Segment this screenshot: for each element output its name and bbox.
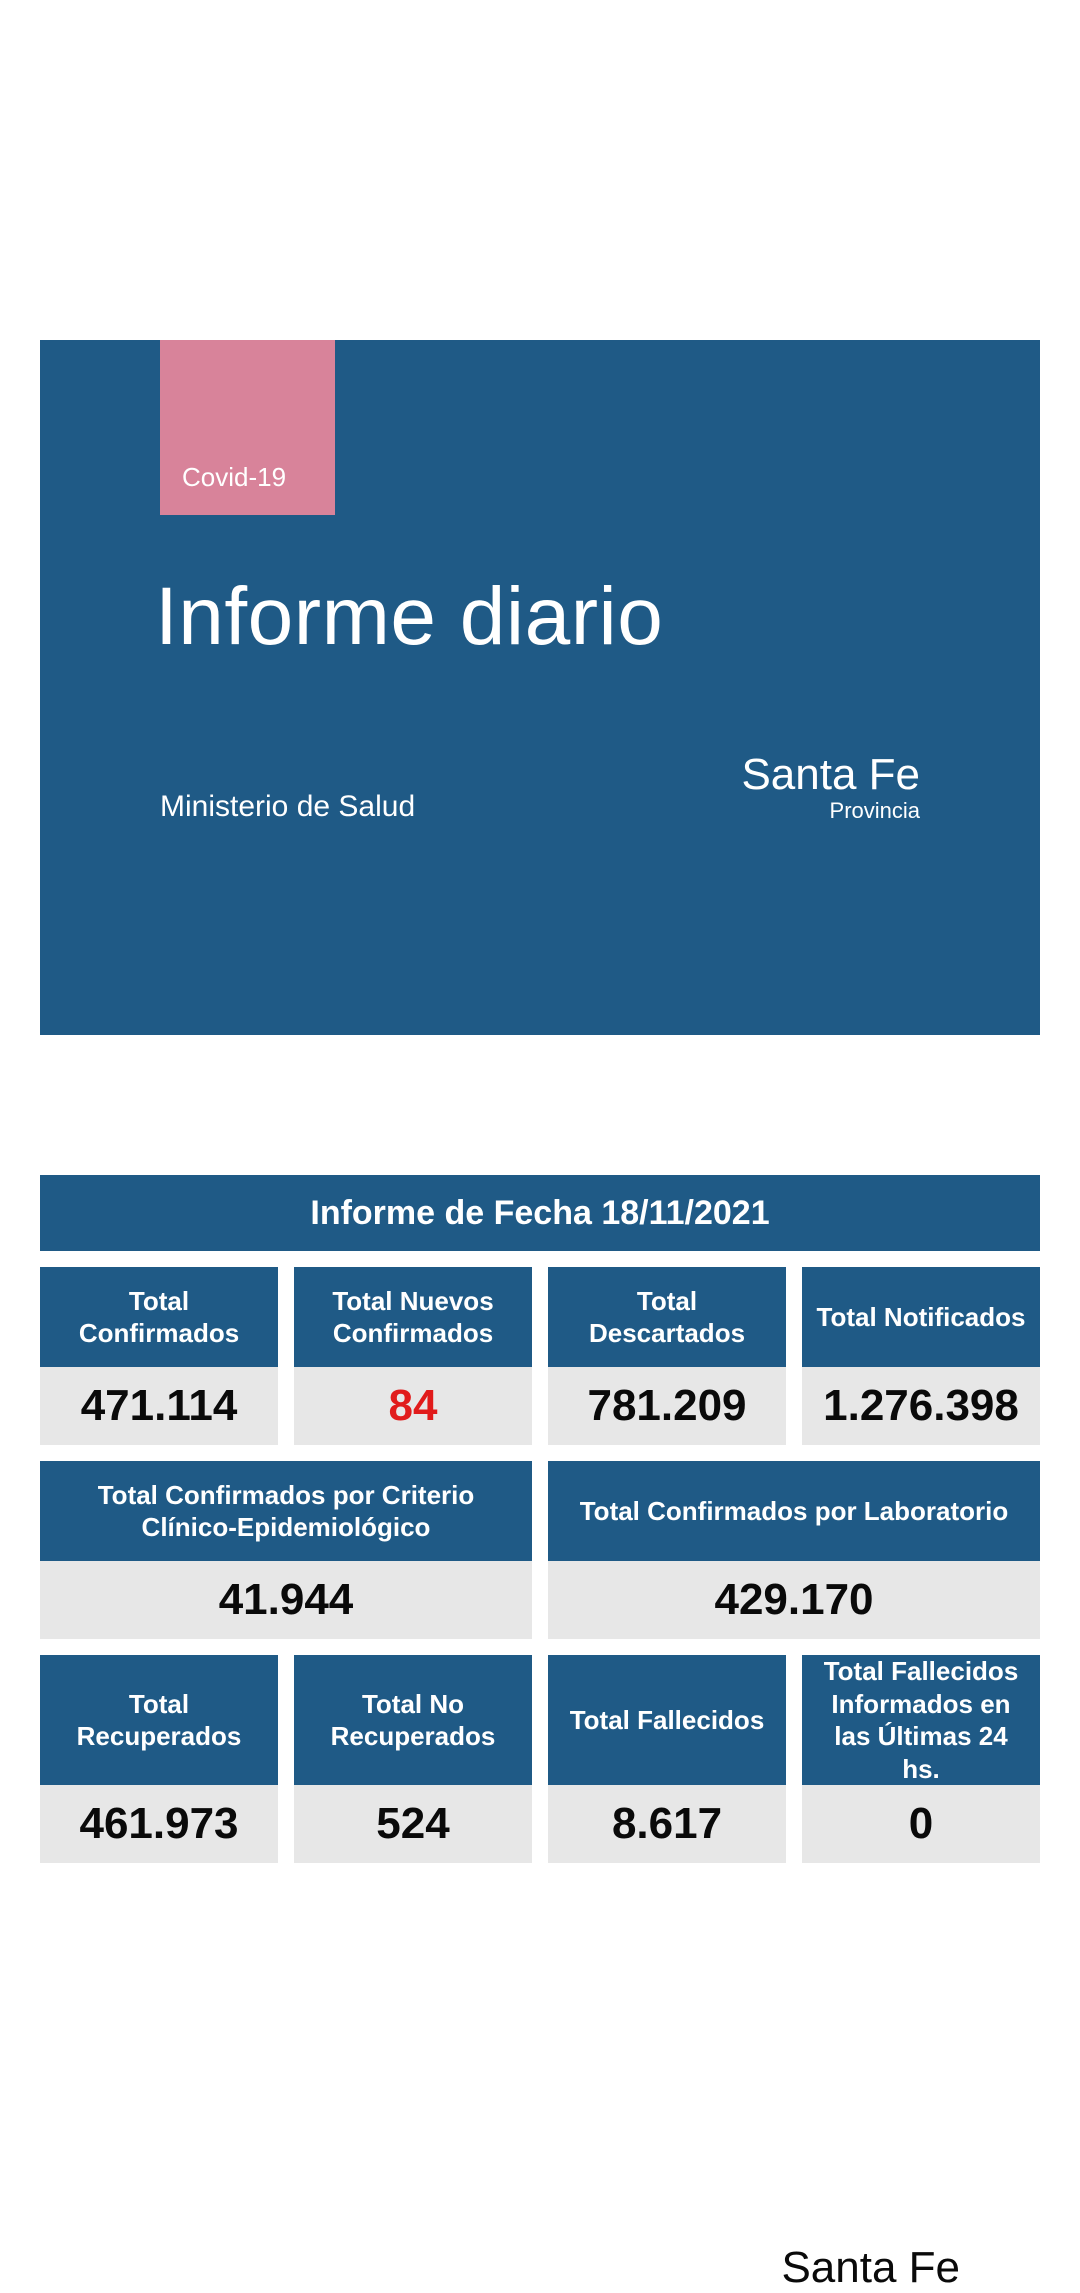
page-content: Covid-19 Informe diario Ministerio de Sa…: [0, 0, 1080, 1863]
stat-cell: Total Descartados781.209: [548, 1267, 786, 1445]
stats-row-3: Total Recuperados461.973Total No Recuper…: [40, 1655, 1040, 1863]
stat-value: 471.114: [40, 1367, 278, 1445]
stat-label: Total Notificados: [802, 1267, 1040, 1367]
stat-label: Total Nuevos Confirmados: [294, 1267, 532, 1367]
date-bar: Informe de Fecha 18/11/2021: [40, 1175, 1040, 1251]
stat-label: Total Confirmados: [40, 1267, 278, 1367]
stats-row-2: Total Confirmados por Criterio Clínico-E…: [40, 1461, 1040, 1639]
header-card: Covid-19 Informe diario Ministerio de Sa…: [40, 0, 1040, 1035]
footer-brand: Santa Fe: [0, 2243, 1080, 2293]
stat-value: 0: [802, 1785, 1040, 1863]
stat-label: Total Descartados: [548, 1267, 786, 1367]
stat-label: Total Fallecidos: [548, 1655, 786, 1785]
covid-tab-label: Covid-19: [182, 462, 286, 493]
stat-cell: Total Confirmados por Criterio Clínico-E…: [40, 1461, 532, 1639]
stat-cell: Total Recuperados461.973: [40, 1655, 278, 1863]
report-subtitle: Ministerio de Salud: [160, 790, 415, 824]
stat-label: Total Confirmados por Criterio Clínico-E…: [40, 1461, 532, 1561]
stat-value: 524: [294, 1785, 532, 1863]
stat-value: 1.276.398: [802, 1367, 1040, 1445]
stat-value: 429.170: [548, 1561, 1040, 1639]
stat-label: Total No Recuperados: [294, 1655, 532, 1785]
stat-cell: Total Nuevos Confirmados84: [294, 1267, 532, 1445]
brand-main: Santa Fe: [741, 750, 920, 800]
stat-label: Total Recuperados: [40, 1655, 278, 1785]
date-bar-text: Informe de Fecha 18/11/2021: [310, 1194, 769, 1233]
covid-tab: Covid-19: [160, 340, 335, 515]
stat-value: 781.209: [548, 1367, 786, 1445]
stat-value: 461.973: [40, 1785, 278, 1863]
stat-cell: Total Confirmados por Laboratorio429.170: [548, 1461, 1040, 1639]
stat-value: 8.617: [548, 1785, 786, 1863]
stat-value: 41.944: [40, 1561, 532, 1639]
stat-value: 84: [294, 1367, 532, 1445]
stat-cell: Total Fallecidos8.617: [548, 1655, 786, 1863]
stat-label: Total Fallecidos Informados en las Últim…: [802, 1655, 1040, 1785]
brand-block: Santa Fe Provincia: [741, 750, 920, 824]
stats-row-1: Total Confirmados471.114Total Nuevos Con…: [40, 1267, 1040, 1445]
stat-cell: Total Notificados1.276.398: [802, 1267, 1040, 1445]
stat-cell: Total No Recuperados524: [294, 1655, 532, 1863]
stat-label: Total Confirmados por Laboratorio: [548, 1461, 1040, 1561]
stat-cell: Total Fallecidos Informados en las Últim…: [802, 1655, 1040, 1863]
report-title: Informe diario: [155, 570, 663, 664]
brand-sub: Provincia: [741, 798, 920, 824]
stat-cell: Total Confirmados471.114: [40, 1267, 278, 1445]
